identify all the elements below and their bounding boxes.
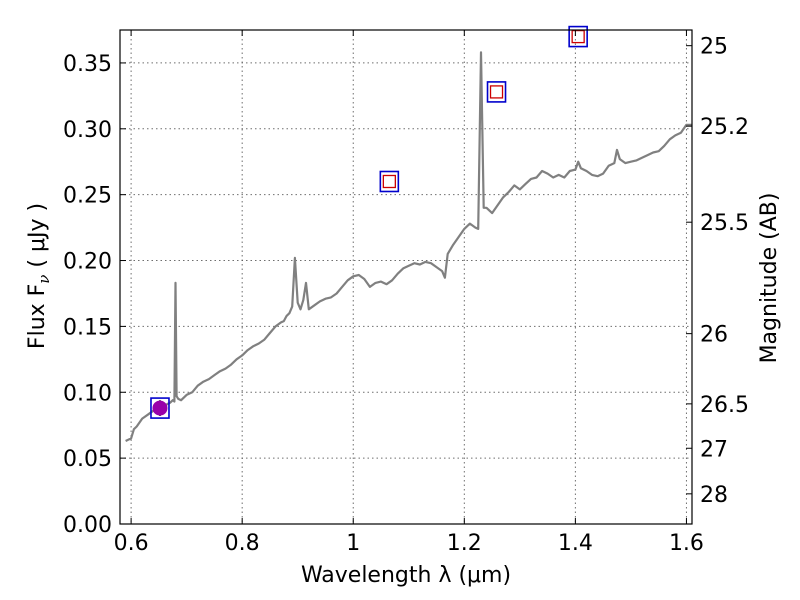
x-axis-label: Wavelength λ (μm) <box>301 563 511 588</box>
x-tick-label: 0.6 <box>114 531 149 556</box>
y-tick-label: 0.10 <box>63 381 112 406</box>
x-tick-label: 0.8 <box>225 531 260 556</box>
y-tick-label: 0.25 <box>63 184 112 209</box>
observed-flux-marker <box>382 174 396 189</box>
y-tick-label: 0.35 <box>63 52 112 77</box>
y2-tick-label: 26 <box>700 323 728 348</box>
model-flux-marker <box>486 81 507 103</box>
axis-ticks: 0.6 0.8 1 1.2 1.4 1.6 0.00 0.05 0.10 0.15 0.20 0.25… <box>63 30 749 556</box>
y-tick-label: 0.00 <box>63 513 112 538</box>
spectrum-line <box>125 51 692 442</box>
y-tick-label: 0.20 <box>63 250 112 275</box>
y2-axis-label: Magnitude (AB) <box>757 193 782 364</box>
y-axis-label-sub: ν <box>35 275 53 284</box>
photometry-points <box>150 25 588 419</box>
plot-frame <box>119 29 693 525</box>
y2-tick-label: 25.5 <box>700 211 749 236</box>
observed-flux-marker <box>489 85 504 99</box>
y2-tick-label: 25.2 <box>700 115 749 140</box>
model-flux-marker <box>568 25 588 48</box>
y-axis-label-unit: ( μJy ) <box>25 203 50 275</box>
x-tick-label: 1.4 <box>558 531 593 556</box>
y2-tick-label: 28 <box>700 483 728 508</box>
grid-lines <box>120 30 692 525</box>
y2-tick-label: 25 <box>700 35 728 60</box>
y-axis-label-main: Flux F <box>25 284 50 349</box>
observed-flux-marker <box>571 29 585 44</box>
y2-tick-label: 26.5 <box>700 393 749 418</box>
spectrum-series <box>125 51 692 442</box>
y-tick-label: 0.15 <box>63 315 112 340</box>
observed-flux-marker <box>152 400 168 416</box>
y-tick-label: 0.30 <box>63 118 112 143</box>
x-tick-label: 1.2 <box>447 531 482 556</box>
y2-tick-label: 27 <box>700 437 728 462</box>
model-flux-marker <box>379 170 400 193</box>
y-tick-label: 0.05 <box>63 447 112 472</box>
x-tick-label: 1 <box>346 531 360 556</box>
model-flux-marker <box>150 397 170 419</box>
y-axis-label: Flux Fν ( μJy ) <box>25 203 53 349</box>
x-tick-label: 1.6 <box>669 531 704 556</box>
